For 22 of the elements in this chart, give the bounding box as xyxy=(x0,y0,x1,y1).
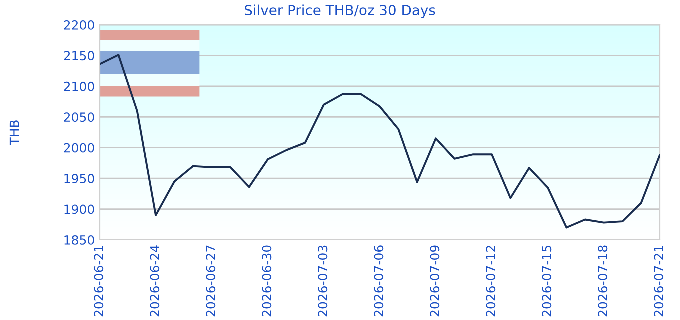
y-tick-label: 2200 xyxy=(64,20,94,30)
x-tick-label: 2026-06-27 xyxy=(206,246,216,317)
x-tick-label: 2026-07-15 xyxy=(542,246,552,317)
x-tick-label: 2026-07-09 xyxy=(430,246,440,317)
y-tick-label: 2100 xyxy=(64,82,94,92)
y-tick-label: 1900 xyxy=(64,204,94,214)
x-tick-label: 2026-07-18 xyxy=(598,246,608,317)
y-tick-label: 2000 xyxy=(64,143,94,153)
y-axis-title: THB xyxy=(10,120,20,146)
chart-title: Silver Price THB/oz 30 Days xyxy=(245,4,436,18)
x-tick-label: 2026-07-21 xyxy=(654,246,664,317)
x-tick-label: 2026-06-30 xyxy=(262,246,272,317)
x-tick-label: 2026-07-06 xyxy=(374,246,384,317)
y-tick-label: 2150 xyxy=(64,51,94,61)
y-tick-label: 2050 xyxy=(64,112,94,122)
y-tick-label: 1950 xyxy=(64,174,94,184)
y-tick-label: 1850 xyxy=(64,235,94,245)
x-tick-label: 2026-06-24 xyxy=(150,246,160,317)
line-series xyxy=(100,54,660,229)
x-tick-label: 2026-07-12 xyxy=(486,246,496,317)
x-tick-label: 2026-06-21 xyxy=(94,246,104,317)
x-tick-label: 2026-07-03 xyxy=(318,246,328,317)
